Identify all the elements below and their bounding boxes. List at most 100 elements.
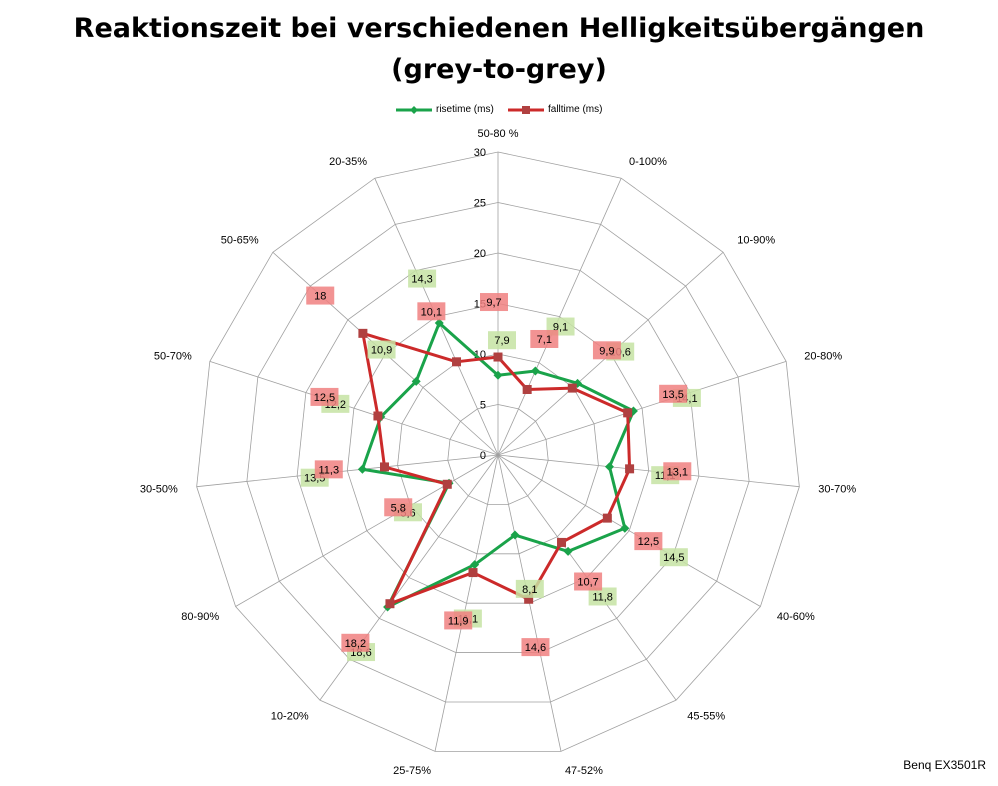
data-point-falltime: [623, 408, 633, 418]
grid-spoke: [497, 454, 761, 607]
data-point-falltime: [442, 479, 452, 489]
category-label: 45-55%: [687, 711, 725, 723]
grid-spoke: [434, 454, 499, 752]
category-label: 50-65%: [221, 235, 259, 247]
category-label: 30-70%: [818, 484, 856, 496]
chart-title-line2: (grey-to-grey): [391, 54, 607, 85]
data-point-falltime: [493, 352, 503, 362]
category-label: 20-80%: [804, 350, 842, 362]
legend: risetime (ms) falltime (ms): [0, 102, 998, 118]
data-label-falltime: 11,3: [318, 464, 339, 476]
data-label-falltime: 10,7: [577, 576, 598, 588]
chart-title: Reaktionszeit bei verschiedenen Helligke…: [0, 8, 998, 90]
data-point-risetime: [357, 464, 367, 474]
legend-label-falltime: falltime (ms): [548, 104, 603, 115]
data-point-risetime: [470, 560, 480, 570]
grid-ring: [196, 151, 800, 752]
data-label-falltime: 13,1: [667, 466, 688, 478]
data-label-bg-risetime: [367, 340, 396, 359]
data-label-bg-falltime: [574, 572, 603, 591]
legend-swatch-risetime: [396, 106, 432, 114]
category-label: 20-35%: [329, 156, 367, 168]
category-label: 40-60%: [777, 611, 815, 623]
grid-spoke: [497, 360, 787, 456]
grid-spoke: [319, 454, 499, 701]
data-point-falltime: [358, 328, 368, 338]
data-point-risetime: [434, 318, 444, 328]
data-label-bg-risetime: [488, 331, 516, 350]
data-label-bg-falltime: [659, 384, 688, 403]
data-label-falltime: 10,1: [421, 306, 442, 318]
series-line-risetime: [360, 321, 635, 609]
data-point-falltime: [557, 537, 567, 547]
category-label: 50-80 %: [478, 128, 519, 140]
data-point-falltime: [373, 411, 383, 421]
category-label: 80-90%: [181, 611, 219, 623]
data-label-bg-risetime: [515, 579, 544, 598]
category-label: 25-75%: [393, 765, 431, 777]
data-point-risetime: [620, 523, 630, 533]
data-point-falltime: [468, 568, 478, 578]
data-label-bg-risetime: [408, 269, 437, 288]
radial-tick-label: 30: [474, 147, 486, 159]
data-label-risetime: 7,9: [494, 335, 509, 347]
category-label: 0-100%: [629, 156, 667, 168]
data-label-bg-falltime: [384, 498, 413, 517]
grid-ring: [296, 252, 700, 653]
radar-data-labels: 7,99,110,614,111,114,511,88,111,118,65,6…: [300, 269, 701, 662]
category-label: 47-52%: [565, 765, 603, 777]
radar-series: [357, 318, 638, 612]
data-label-bg-falltime: [480, 293, 508, 312]
data-label-falltime: 5,8: [391, 502, 406, 514]
data-point-falltime: [452, 357, 462, 367]
radial-tick-label: 20: [474, 248, 486, 260]
data-label-bg-falltime: [341, 633, 370, 652]
data-point-falltime: [602, 513, 612, 523]
grid-spoke: [196, 454, 499, 488]
legend-swatch-falltime: [508, 106, 544, 114]
data-label-bg-falltime: [444, 611, 473, 630]
chart-title-line1: Reaktionszeit bei verschiedenen Helligke…: [73, 13, 925, 44]
data-label-bg-falltime: [314, 460, 343, 479]
data-label-bg-falltime: [530, 329, 559, 348]
data-label-falltime: 13,5: [662, 389, 683, 401]
footer-label: Benq EX3501R: [903, 758, 986, 772]
data-label-bg-falltime: [592, 341, 621, 360]
data-label-bg-falltime: [310, 387, 339, 406]
data-label-falltime: 14,6: [525, 642, 546, 654]
data-label-falltime: 9,9: [599, 345, 614, 357]
data-label-risetime: 8,1: [522, 584, 537, 596]
data-label-bg-risetime: [659, 548, 688, 567]
data-point-falltime: [567, 383, 577, 393]
category-label: 50-70%: [154, 350, 192, 362]
data-point-falltime: [522, 384, 532, 394]
data-point-risetime: [493, 370, 503, 380]
data-point-falltime: [379, 462, 389, 472]
data-label-bg-risetime: [588, 587, 617, 606]
data-point-risetime: [563, 546, 573, 556]
data-label-risetime: 14,5: [663, 552, 684, 564]
legend-label-risetime: risetime (ms): [436, 104, 494, 115]
grid-spoke: [235, 454, 499, 607]
data-label-risetime: 10,9: [371, 345, 392, 357]
data-label-bg-falltime: [306, 286, 335, 305]
grid-spoke: [497, 454, 800, 488]
category-label: 10-90%: [737, 235, 775, 247]
radial-tick-label: 5: [480, 400, 486, 412]
data-point-risetime: [510, 530, 520, 540]
grid-ring: [397, 353, 599, 555]
category-label: 10-20%: [271, 711, 309, 723]
data-label-falltime: 11,9: [448, 615, 469, 627]
data-label-falltime: 12,5: [314, 392, 335, 404]
data-point-falltime: [625, 464, 635, 474]
data-label-falltime: 18: [314, 291, 326, 303]
data-label-falltime: 9,7: [486, 297, 501, 309]
grid-spoke: [497, 178, 622, 456]
data-label-falltime: 18,2: [345, 638, 366, 650]
category-label: 30-50%: [140, 484, 178, 496]
data-point-falltime: [524, 594, 534, 604]
grid-spoke: [209, 360, 499, 456]
data-point-risetime: [530, 366, 540, 376]
radial-tick-label: 0: [480, 450, 486, 462]
